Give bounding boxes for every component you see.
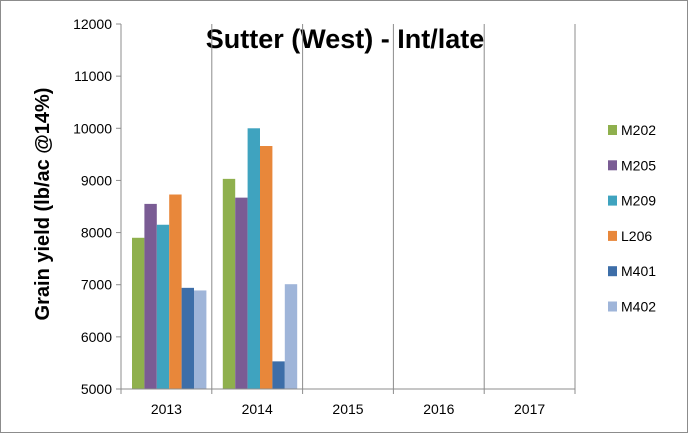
x-tick-label: 2014 [242, 401, 273, 417]
gridlines [211, 24, 576, 389]
bar [132, 237, 145, 389]
chart-title: Sutter (West) - Int/late [206, 24, 485, 54]
bar [194, 290, 207, 389]
bar [169, 194, 182, 389]
legend-label: M202 [621, 122, 656, 138]
bar [222, 178, 236, 389]
legend-swatch [608, 230, 617, 241]
x-tick-label: 2016 [423, 401, 454, 417]
bar [284, 284, 298, 389]
bar [144, 203, 157, 389]
legend-swatch [608, 266, 617, 277]
legend-swatch [608, 195, 617, 206]
y-tick-label: 9000 [81, 172, 112, 188]
bar [235, 197, 248, 389]
x-tick-label: 2015 [332, 401, 363, 417]
legend-swatch [608, 301, 617, 312]
legend-swatch [608, 160, 617, 171]
axes [116, 23, 576, 394]
legend-label: M402 [621, 299, 656, 315]
legend-swatch [608, 125, 617, 135]
y-tick-label: 10000 [73, 120, 112, 136]
legend-label: M209 [621, 193, 656, 209]
legend: M202 M205 M209 L206 M401 M402 [608, 122, 656, 315]
y-tick-label: 8000 [81, 225, 112, 241]
x-tick-labels: 2013 2014 2015 2016 2017 [151, 401, 546, 417]
y-tick-label: 5000 [81, 381, 112, 397]
bar [181, 287, 194, 389]
legend-label: L206 [621, 228, 652, 244]
x-tick-label: 2017 [514, 401, 545, 417]
bars [132, 128, 298, 390]
bar [272, 361, 285, 389]
y-tick-label: 12000 [73, 16, 112, 32]
x-tick-label: 2013 [151, 401, 182, 417]
y-tick-labels: 5000 6000 7000 8000 9000 10000 11000 12000 [73, 16, 112, 397]
bar [156, 224, 170, 389]
y-tick-label: 11000 [74, 68, 112, 84]
legend-label: M401 [621, 263, 656, 279]
bar [260, 146, 273, 389]
legend-label: M205 [621, 157, 656, 173]
bar [247, 128, 260, 390]
y-tick-label: 6000 [81, 329, 112, 345]
y-tick-label: 7000 [81, 277, 112, 293]
y-axis-label: Grain yield (lb/ac @14%) [32, 88, 54, 321]
